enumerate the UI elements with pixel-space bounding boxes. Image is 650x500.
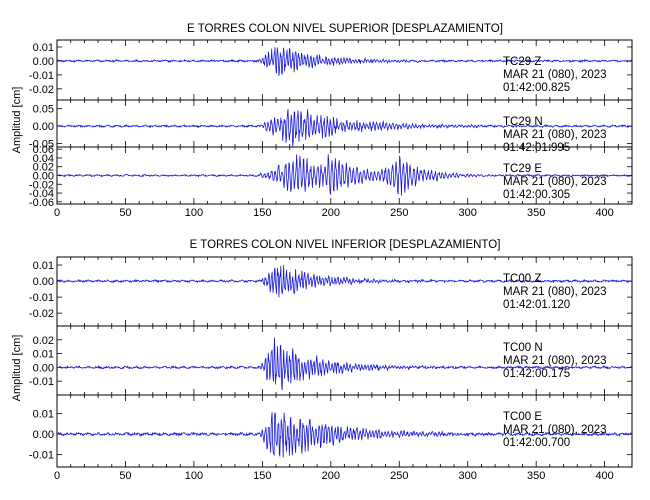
y-tick-label: 0.00 <box>33 276 54 288</box>
time-label: 01:42:00.305 <box>503 189 570 201</box>
y-tick-label: -0.01 <box>29 70 54 82</box>
x-tick-label: 150 <box>253 470 271 482</box>
x-tick-label: 300 <box>459 470 477 482</box>
y-tick-label: -0.05 <box>29 139 54 151</box>
chart-title: E TORRES COLON NIVEL INFERIOR [DESPLAZAM… <box>190 239 501 251</box>
lower-level-chart: E TORRES COLON NIVEL INFERIOR [DESPLAZAM… <box>11 239 633 482</box>
waveform-trace <box>56 337 632 390</box>
date-label: MAR 21 (080), 2023 <box>503 286 607 298</box>
trace-panel: 0.060.040.020.00-0.02-0.04-0.060 50 100 150… <box>29 144 633 219</box>
y-tick-label: 0.06 <box>33 144 54 156</box>
waveform-trace <box>56 47 632 76</box>
x-tick-label: 200 <box>322 207 340 219</box>
time-label: 01:42:00.825 <box>503 82 570 94</box>
y-tick-label: 0.02 <box>33 335 54 347</box>
waveform-trace <box>56 412 632 458</box>
y-tick-label: -0.01 <box>29 450 54 462</box>
upper-level-chart: E TORRES COLON NIVEL SUPERIOR [DESPLAZAM… <box>11 23 633 219</box>
station-label: TC00 Z <box>503 273 541 285</box>
chart-title: E TORRES COLON NIVEL SUPERIOR [DESPLAZAM… <box>187 23 503 35</box>
x-tick-label: 250 <box>390 470 408 482</box>
y-tick-label: 0.04 <box>33 153 54 165</box>
x-tick-label: 100 <box>185 207 203 219</box>
y-tick-label: 0.01 <box>33 349 54 361</box>
y-tick-label: 0.05 <box>33 104 54 116</box>
y-tick-label: 0.01 <box>33 260 54 272</box>
date-label: MAR 21 (080), 2023 <box>503 424 607 436</box>
y-tick-label: -0.01 <box>29 292 54 304</box>
time-label: 01:42:01.120 <box>503 299 570 311</box>
waveform-trace <box>56 265 632 298</box>
y-tick-label: 0.00 <box>33 171 54 183</box>
y-tick-label: -0.02 <box>29 84 54 96</box>
x-tick-label: 0 <box>54 207 60 219</box>
date-label: MAR 21 (080), 2023 <box>503 129 607 141</box>
y-tick-label: 0.00 <box>33 429 54 441</box>
x-tick-label: 350 <box>527 470 545 482</box>
y-tick-label: 0.01 <box>33 409 54 421</box>
station-label: TC00 N <box>503 342 543 354</box>
x-tick-label: 400 <box>595 207 613 219</box>
y-tick-label: 0.00 <box>33 56 54 68</box>
station-label: TC29 E <box>503 163 542 175</box>
x-tick-label: 0 <box>54 470 60 482</box>
date-label: MAR 21 (080), 2023 <box>503 355 607 367</box>
x-tick-label: 50 <box>119 207 131 219</box>
date-label: MAR 21 (080), 2023 <box>503 176 607 188</box>
time-label: 01:42:01.995 <box>503 142 570 154</box>
time-label: 01:42:00.175 <box>503 368 570 380</box>
x-tick-label: 250 <box>390 207 408 219</box>
x-tick-label: 100 <box>185 470 203 482</box>
y-tick-label: -0.04 <box>29 188 54 200</box>
y-tick-label: -0.06 <box>29 197 54 209</box>
x-tick-label: 150 <box>253 207 271 219</box>
y-tick-label: -0.02 <box>29 308 54 320</box>
waveform-trace <box>56 154 632 196</box>
y-tick-label: 0.00 <box>33 362 54 374</box>
y-tick-label: 0.01 <box>33 42 54 54</box>
time-label: 01:42:00.700 <box>503 437 570 449</box>
y-axis-label: Amplitud [cm] <box>11 87 23 154</box>
date-label: MAR 21 (080), 2023 <box>503 69 607 81</box>
x-tick-label: 300 <box>459 207 477 219</box>
x-tick-label: 350 <box>527 207 545 219</box>
station-label: TC00 E <box>503 411 542 423</box>
x-tick-label: 50 <box>119 470 131 482</box>
y-tick-label: 0.02 <box>33 162 54 174</box>
y-axis-label: Amplitud [cm] <box>11 335 23 402</box>
waveform-trace <box>56 109 632 147</box>
y-tick-label: 0.00 <box>33 121 54 133</box>
y-tick-label: -0.02 <box>29 179 54 191</box>
y-tick-label: -0.01 <box>29 376 54 388</box>
trace-panel: 0.01 0.00 -0.010 50 100 150 200 250 300 350 400 TC0… <box>29 394 633 482</box>
x-tick-label: 200 <box>322 470 340 482</box>
x-tick-label: 400 <box>595 470 613 482</box>
station-label: TC29 Z <box>503 56 541 68</box>
station-label: TC29 N <box>503 116 543 128</box>
